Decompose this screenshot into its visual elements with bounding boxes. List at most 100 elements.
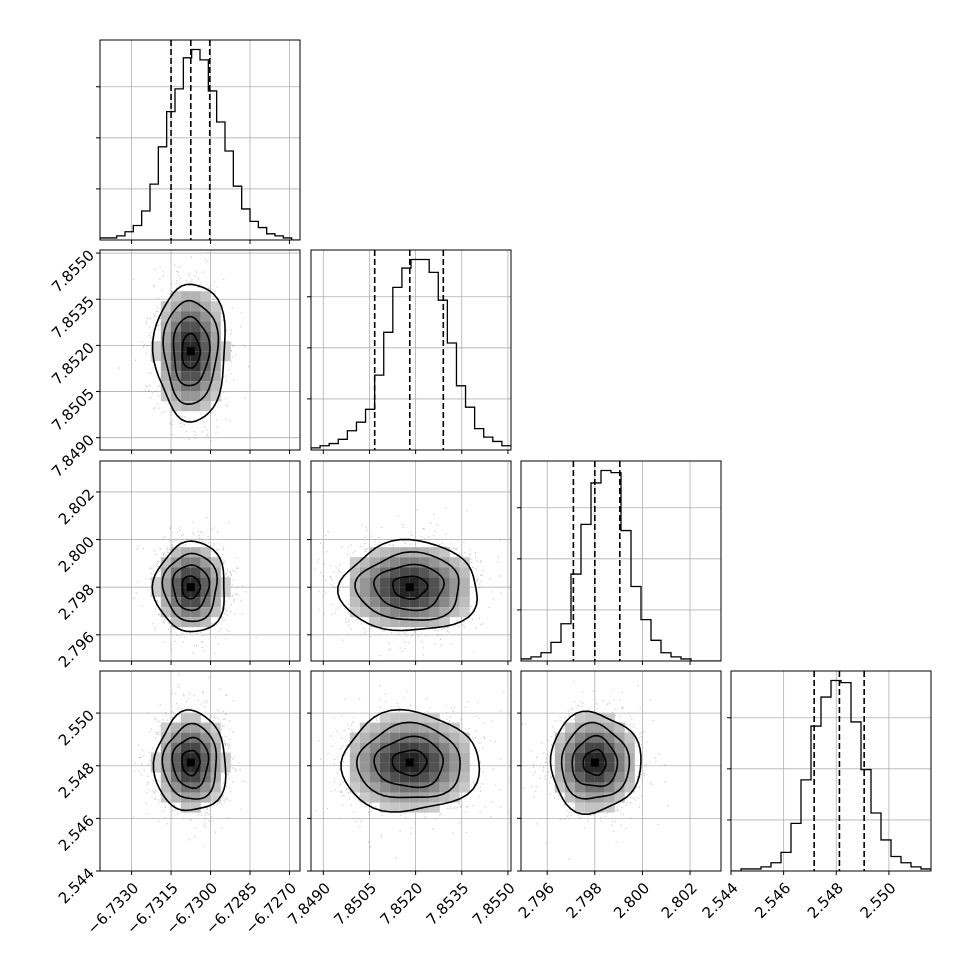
density-cell [160, 732, 171, 743]
histogram-step-1 [311, 258, 511, 450]
density-cell [584, 792, 595, 803]
density-cell [429, 772, 440, 783]
contour-level-4 [549, 710, 642, 816]
density-cell [150, 752, 161, 763]
density-cell [170, 587, 181, 598]
density-cell [180, 401, 191, 412]
density-cell [439, 617, 450, 628]
density-cell [170, 722, 181, 733]
density-cell [594, 782, 605, 793]
density-cell [419, 722, 430, 733]
density-cell [359, 762, 370, 773]
density-cell [604, 792, 615, 803]
density-cell [160, 351, 171, 362]
density-cell [449, 567, 460, 578]
contour-level-2 [171, 736, 210, 789]
y-tick-label: 7.8505 [48, 385, 98, 435]
density-cell [439, 577, 450, 588]
density-cell [614, 722, 625, 733]
density-cell [200, 341, 211, 352]
histogram-panel-2 [521, 461, 721, 661]
density-cell [459, 607, 470, 618]
density-cell [170, 291, 181, 302]
density-cell [429, 742, 440, 753]
density-cell [200, 557, 211, 568]
density-cell [449, 752, 460, 763]
density-cell [160, 752, 171, 763]
density-peak [186, 347, 195, 356]
density-cell [624, 732, 635, 743]
panel-frame [520, 670, 722, 872]
contour-level-1 [181, 575, 202, 600]
y-tick-label: 2.544 [55, 864, 98, 907]
density-cell [379, 792, 390, 803]
density-cell [584, 722, 595, 733]
density-cell [160, 361, 171, 372]
x-tick-label: 2.544 [699, 879, 742, 922]
density-cell [389, 752, 400, 763]
density-cell [190, 772, 201, 783]
density-cell [624, 772, 635, 783]
density-cell [429, 732, 440, 743]
density-cell [170, 732, 181, 743]
density-cell [584, 752, 595, 763]
density-cell [190, 577, 201, 588]
density-cell [574, 802, 585, 813]
contour-level-1 [181, 749, 201, 777]
density-cell [439, 792, 450, 803]
density-cell [180, 802, 191, 813]
density-cell [594, 792, 605, 803]
histogram-step-2 [521, 469, 721, 661]
panel-frame [99, 249, 301, 451]
density-cell [190, 802, 201, 813]
density-cell [220, 577, 231, 588]
density-cell [180, 712, 191, 723]
density-cell [349, 607, 360, 618]
density-cell [399, 617, 410, 628]
density-cell [200, 547, 211, 558]
density-cell [594, 802, 605, 813]
density-cell [439, 597, 450, 608]
density-cell [210, 311, 221, 322]
density-cell [379, 722, 390, 733]
density-cell [419, 712, 430, 723]
density-cell [359, 722, 370, 733]
density-cell [190, 557, 201, 568]
density-cell [190, 722, 201, 733]
density-cell [614, 782, 625, 793]
density-cell [419, 597, 430, 608]
density-cell [170, 371, 181, 382]
density-cell [409, 712, 420, 723]
density-cell [429, 587, 440, 598]
x-tick-label: 2.800 [610, 879, 653, 922]
density-cell [419, 617, 430, 628]
density-cell [200, 772, 211, 783]
density-cell [459, 587, 470, 598]
density-cell [160, 577, 171, 588]
density-cell [604, 752, 615, 763]
density-cell [604, 772, 615, 783]
density-cell [200, 617, 211, 628]
density-cell [170, 792, 181, 803]
density-cell [379, 772, 390, 783]
density-cell [419, 742, 430, 753]
density-cell [419, 607, 430, 618]
density-cell [399, 772, 410, 783]
density-cell [160, 782, 171, 793]
density-cell [409, 557, 420, 568]
density-cell [170, 547, 181, 558]
density-cell [379, 587, 390, 598]
density-cell [190, 311, 201, 322]
density-cell [369, 732, 380, 743]
contour-level-1 [391, 749, 428, 777]
density-cell [594, 722, 605, 733]
density-cell [604, 732, 615, 743]
density-cell [160, 341, 171, 352]
density-cell [210, 391, 221, 402]
contour-level-2 [172, 315, 211, 387]
density-cell [180, 782, 191, 793]
density-cell [564, 762, 575, 773]
density-cell [624, 782, 635, 793]
contour-level-1 [181, 332, 202, 369]
density-cell [170, 311, 181, 322]
